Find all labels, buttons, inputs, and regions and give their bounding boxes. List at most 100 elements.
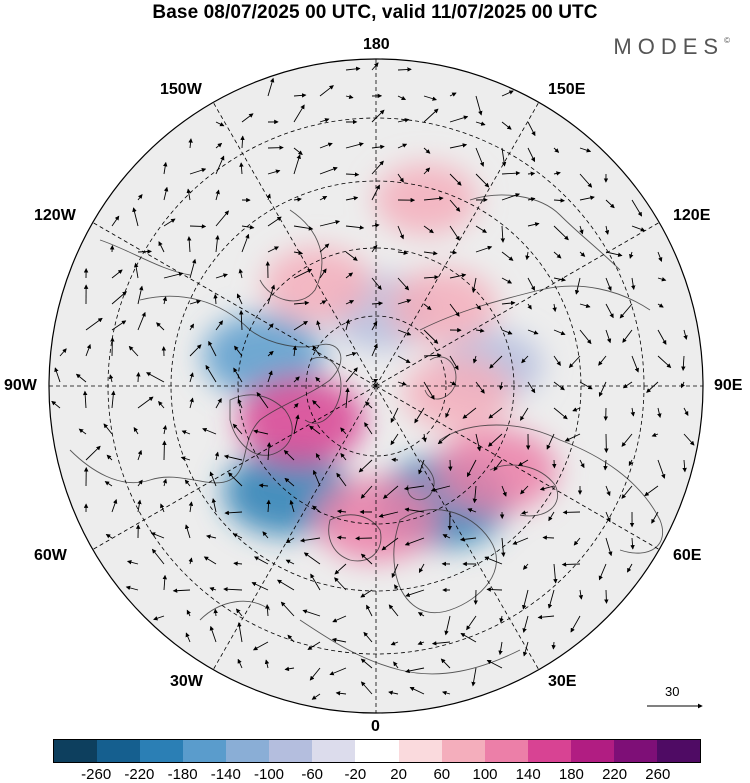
wind-arrow bbox=[522, 563, 529, 570]
wind-arrow bbox=[111, 269, 123, 279]
wind-arrow bbox=[631, 225, 646, 232]
wind-arrow bbox=[390, 433, 399, 446]
wind-arrow bbox=[146, 372, 165, 383]
wind-arrow bbox=[215, 189, 220, 201]
wind-arrow bbox=[160, 503, 165, 513]
wind-arrow bbox=[264, 659, 270, 669]
wind-arrow bbox=[371, 277, 382, 290]
wind-arrow bbox=[106, 454, 113, 461]
wind-arrow bbox=[442, 534, 451, 539]
wind-arrow bbox=[572, 407, 581, 412]
wind-arrow bbox=[75, 373, 87, 383]
wind-arrow bbox=[405, 589, 425, 597]
wind-arrow bbox=[393, 661, 399, 669]
wind-arrow bbox=[208, 340, 217, 357]
wind-arrow bbox=[215, 320, 223, 331]
wind-arrow bbox=[414, 407, 425, 424]
wind-arrow bbox=[189, 299, 202, 305]
wind-arrow bbox=[215, 142, 223, 149]
wind-arrow bbox=[512, 537, 529, 545]
lon-label-90e: 90E bbox=[714, 377, 743, 394]
wind-arrow bbox=[162, 296, 168, 305]
wind-arrow bbox=[267, 169, 281, 175]
legend-tick-label: 100 bbox=[472, 766, 498, 783]
legend-swatch bbox=[140, 740, 184, 762]
wind-arrow bbox=[111, 291, 127, 305]
wind-arrow bbox=[267, 284, 276, 305]
wind-arrow bbox=[475, 147, 485, 167]
wind-arrow bbox=[186, 188, 191, 201]
wind-arrow bbox=[189, 258, 197, 279]
wind-arrow bbox=[547, 589, 555, 609]
wind-arrow bbox=[292, 345, 298, 357]
wind-arrow bbox=[423, 250, 438, 256]
wind-arrow bbox=[605, 537, 613, 557]
wind-arrow bbox=[449, 225, 460, 241]
wind-arrow bbox=[466, 459, 477, 478]
lon-label-180: 180 bbox=[363, 36, 390, 53]
wind-arrow bbox=[381, 537, 399, 551]
wind-arrow bbox=[236, 293, 243, 305]
wind-arrow bbox=[136, 371, 141, 383]
wind-arrow bbox=[293, 376, 300, 383]
wind-arrow bbox=[553, 355, 561, 367]
wind-arrow bbox=[657, 459, 666, 479]
wind-arrow bbox=[409, 687, 425, 695]
wind-arrow bbox=[605, 277, 612, 292]
wind-arrow bbox=[329, 667, 347, 676]
legend-tick-label: 180 bbox=[558, 766, 584, 783]
wind-arrow bbox=[542, 535, 555, 540]
wind-arrow bbox=[233, 561, 243, 566]
wind-arrow bbox=[371, 378, 379, 384]
wind-arrow bbox=[553, 381, 565, 391]
wind-arrow bbox=[293, 93, 307, 98]
map-border bbox=[48, 58, 704, 714]
wind-arrow bbox=[629, 251, 634, 259]
wind-arrow bbox=[133, 262, 139, 279]
wind-arrow bbox=[489, 355, 503, 369]
wind-arrow bbox=[423, 303, 432, 311]
wind-arrow bbox=[574, 277, 581, 295]
legend-tick-label: -140 bbox=[210, 766, 241, 783]
wind-arrow bbox=[449, 355, 459, 371]
wind-arrow bbox=[383, 485, 399, 499]
wind-arrow bbox=[631, 199, 643, 217]
wind-arrow bbox=[312, 469, 321, 487]
wind-arrow bbox=[345, 300, 355, 305]
legend-swatch bbox=[398, 740, 442, 762]
wind-arrow bbox=[488, 407, 503, 419]
wind-arrow bbox=[423, 329, 439, 344]
wind-arrow bbox=[681, 355, 686, 371]
modes-logo: MODES© bbox=[613, 34, 730, 60]
wind-arrow bbox=[501, 147, 507, 167]
wind-arrow bbox=[345, 142, 364, 149]
wind-arrow bbox=[267, 323, 274, 331]
wind-arrow bbox=[475, 328, 485, 333]
wind-arrow bbox=[331, 637, 347, 643]
legend-swatch bbox=[613, 740, 657, 762]
wind-arrow bbox=[475, 381, 485, 394]
wind-arrow bbox=[307, 641, 321, 650]
wind-arrow bbox=[390, 641, 399, 646]
wind-arrow bbox=[360, 658, 373, 669]
wind-arrow bbox=[180, 456, 191, 461]
wind-arrow bbox=[459, 537, 477, 542]
wind-arrow bbox=[224, 510, 243, 516]
wind-arrow bbox=[605, 511, 611, 523]
wind-arrow bbox=[521, 355, 529, 364]
wind-arrow bbox=[284, 477, 295, 487]
wind-arrow bbox=[163, 218, 176, 227]
wind-arrow bbox=[319, 85, 334, 97]
wind-arrow bbox=[561, 562, 581, 567]
wind-arrow bbox=[266, 193, 271, 201]
legend-swatch bbox=[97, 740, 141, 762]
wind-arrow bbox=[553, 147, 560, 153]
wind-arrow bbox=[206, 534, 217, 539]
wind-arrow bbox=[444, 615, 451, 636]
wind-arrow bbox=[345, 351, 357, 357]
wind-arrow bbox=[345, 94, 354, 99]
wind-arrow bbox=[189, 372, 194, 383]
wind-arrow bbox=[211, 498, 217, 513]
wind-arrow bbox=[334, 577, 347, 591]
